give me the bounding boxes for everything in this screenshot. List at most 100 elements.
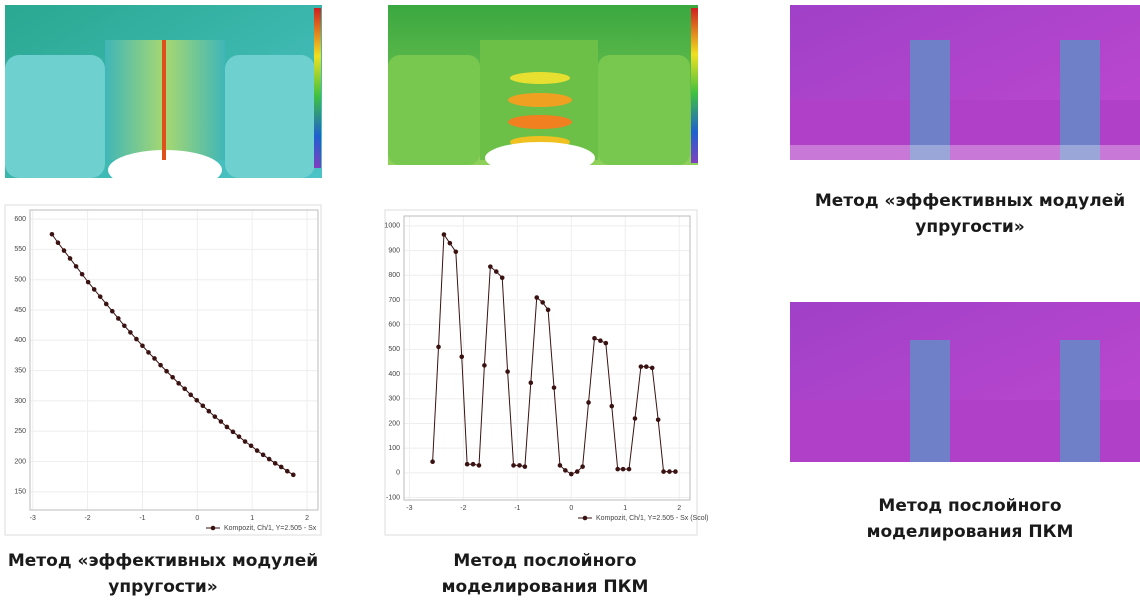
chart-frame bbox=[385, 210, 697, 535]
data-point bbox=[152, 356, 157, 361]
caption: Метод «эффективных модулей bbox=[8, 551, 318, 571]
legend-marker bbox=[211, 526, 216, 531]
y-tick-label: 400 bbox=[388, 371, 400, 378]
data-point bbox=[267, 457, 272, 462]
data-point bbox=[598, 338, 603, 343]
x-tick-label: -3 bbox=[30, 515, 36, 522]
x-tick-label: 2 bbox=[305, 515, 309, 522]
data-point bbox=[500, 275, 505, 280]
y-tick-label: 300 bbox=[388, 396, 400, 403]
y-tick-label: 150 bbox=[14, 489, 26, 496]
data-point bbox=[92, 287, 97, 292]
data-point bbox=[249, 443, 254, 448]
data-point bbox=[279, 465, 284, 470]
data-point bbox=[517, 463, 522, 468]
x-tick-label: 1 bbox=[623, 505, 627, 512]
legend-marker bbox=[583, 516, 588, 521]
y-tick-label: 500 bbox=[14, 277, 26, 284]
y-tick-label: 800 bbox=[388, 272, 400, 279]
data-point bbox=[201, 403, 206, 408]
data-point bbox=[667, 469, 672, 474]
data-point bbox=[627, 467, 632, 472]
data-point bbox=[146, 350, 151, 355]
caption: Метод послойного bbox=[453, 551, 636, 571]
data-point bbox=[164, 369, 169, 374]
data-point bbox=[552, 385, 557, 390]
series-line bbox=[433, 235, 676, 475]
y-tick-label: 600 bbox=[388, 322, 400, 329]
data-point bbox=[104, 302, 109, 307]
data-point bbox=[621, 467, 626, 472]
data-point bbox=[261, 453, 266, 458]
data-point bbox=[50, 232, 55, 237]
data-point bbox=[656, 417, 661, 422]
data-point bbox=[558, 463, 563, 468]
figure: Метод «эффективных модулей упругости» Ме… bbox=[0, 0, 1140, 607]
y-tick-label: 600 bbox=[14, 216, 26, 223]
data-point bbox=[650, 366, 655, 371]
data-point bbox=[569, 472, 574, 477]
data-point bbox=[176, 381, 181, 386]
data-point bbox=[134, 337, 139, 342]
legend-label: Kompozit, Ch/1, Y=2.505 - Sx bbox=[224, 525, 317, 532]
caption: Метод «эффективных модулей bbox=[815, 191, 1125, 211]
series-line bbox=[52, 234, 293, 475]
data-point bbox=[644, 364, 649, 369]
data-point bbox=[673, 469, 678, 474]
data-point bbox=[482, 363, 487, 368]
x-tick-label: 1 bbox=[250, 515, 254, 522]
data-point bbox=[639, 364, 644, 369]
data-point bbox=[633, 416, 638, 421]
data-point bbox=[80, 272, 85, 277]
y-tick-label: 900 bbox=[388, 247, 400, 254]
data-point bbox=[494, 269, 499, 274]
data-point bbox=[661, 469, 666, 474]
data-point bbox=[110, 309, 115, 314]
y-tick-label: 450 bbox=[14, 307, 26, 314]
legend-label: Kompozit, Ch/1, Y=2.505 - Sx (Scol) bbox=[596, 515, 709, 522]
y-tick-label: 200 bbox=[388, 420, 400, 427]
data-point bbox=[225, 425, 230, 430]
data-point bbox=[465, 462, 470, 467]
data-point bbox=[273, 461, 278, 466]
fea-image-layered bbox=[388, 5, 698, 174]
y-tick-label: 700 bbox=[388, 297, 400, 304]
caption: моделирования ПКМ bbox=[867, 522, 1074, 542]
data-point bbox=[68, 256, 73, 261]
data-point bbox=[575, 469, 580, 474]
data-point bbox=[563, 468, 568, 473]
data-point bbox=[219, 419, 224, 424]
x-tick-label: -2 bbox=[84, 515, 90, 522]
x-tick-label: 2 bbox=[677, 505, 681, 512]
data-point bbox=[62, 248, 67, 253]
data-point bbox=[523, 464, 528, 469]
data-point bbox=[285, 469, 290, 474]
plot-area bbox=[404, 216, 690, 500]
data-point bbox=[207, 409, 212, 414]
data-point bbox=[454, 250, 459, 255]
y-tick-label: 400 bbox=[14, 337, 26, 344]
data-point bbox=[459, 354, 464, 359]
data-point bbox=[511, 463, 516, 468]
data-point bbox=[182, 386, 187, 391]
data-point bbox=[128, 330, 133, 335]
chart-frame bbox=[5, 205, 321, 535]
data-point bbox=[615, 467, 620, 472]
data-point bbox=[505, 369, 510, 374]
data-point bbox=[609, 404, 614, 409]
y-tick-label: 300 bbox=[14, 398, 26, 405]
data-point bbox=[477, 463, 482, 468]
caption: Метод послойного bbox=[878, 496, 1061, 516]
x-tick-label: -2 bbox=[460, 505, 466, 512]
data-point bbox=[604, 341, 609, 346]
y-tick-label: 500 bbox=[388, 346, 400, 353]
fea-image-bolt-2 bbox=[790, 302, 1140, 462]
y-tick-label: 350 bbox=[14, 367, 26, 374]
y-tick-label: 200 bbox=[14, 458, 26, 465]
data-point bbox=[529, 380, 534, 385]
data-point bbox=[116, 316, 121, 321]
data-point bbox=[98, 294, 103, 299]
y-tick-label: -100 bbox=[386, 494, 400, 501]
data-point bbox=[580, 464, 585, 469]
x-tick-label: -1 bbox=[514, 505, 520, 512]
